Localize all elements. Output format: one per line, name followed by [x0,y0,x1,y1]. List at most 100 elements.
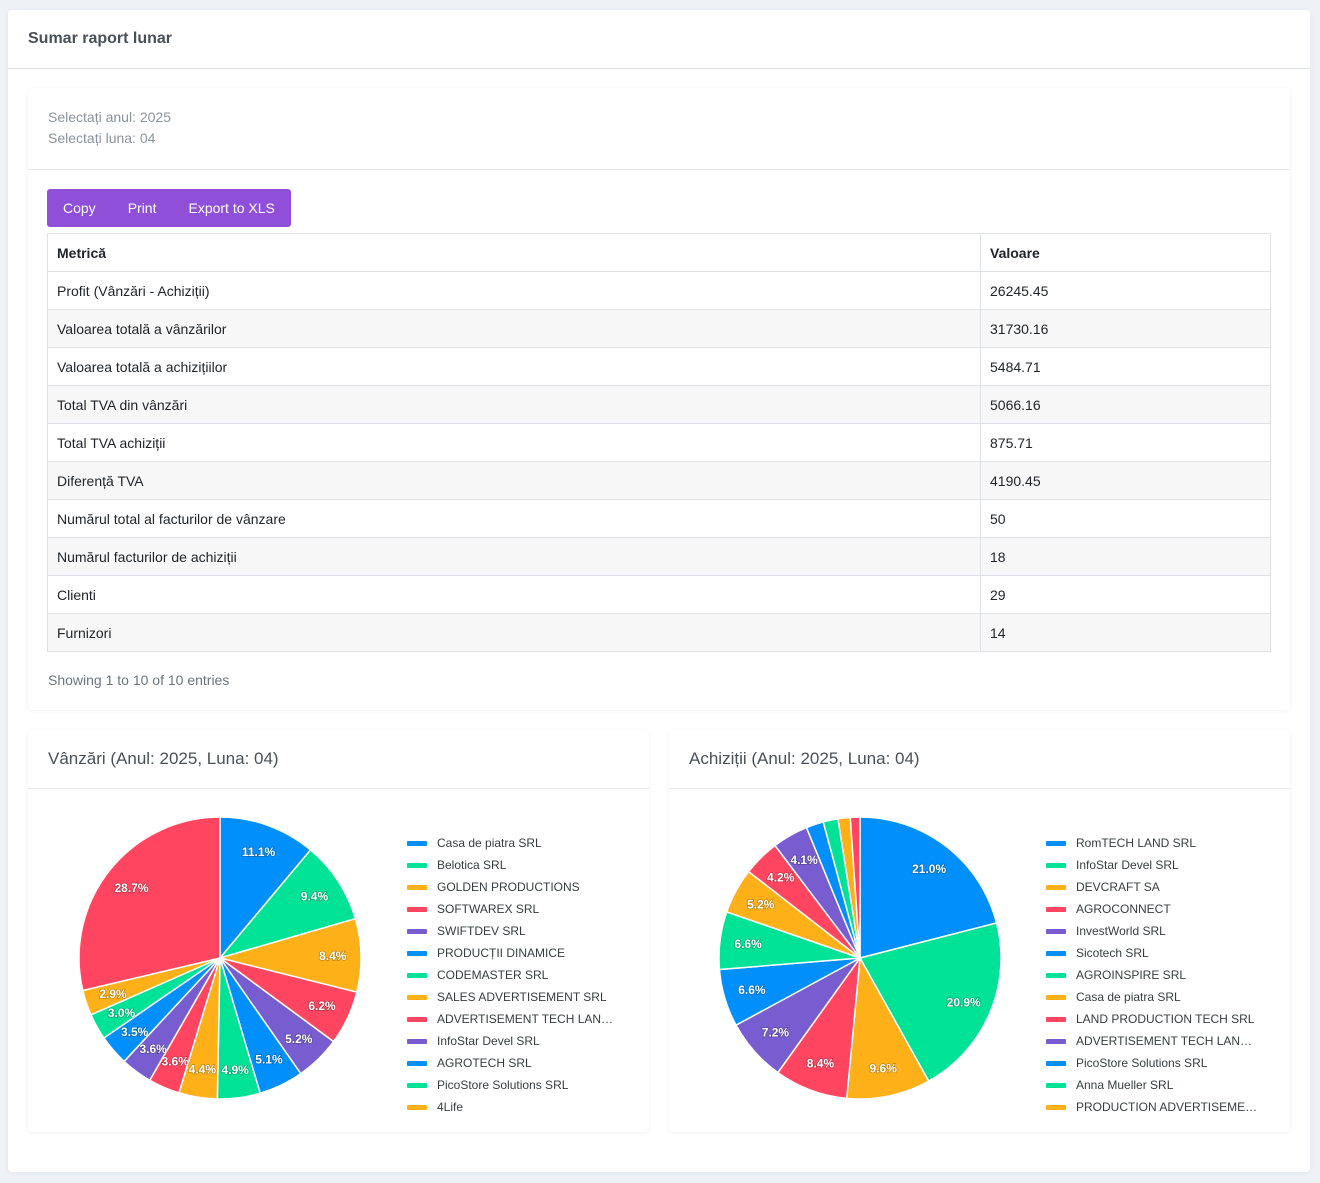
legend-marker [407,1039,427,1044]
legend-marker [407,907,427,912]
legend-label: Belotica SRL [437,858,507,872]
legend-marker [1046,1017,1066,1022]
table-cell: Diferență TVA [47,461,981,500]
legend-label: Anna Mueller SRL [1076,1078,1174,1092]
legend-label: Casa de piatra SRL [437,836,542,850]
pie-slice [78,816,221,992]
legend-label: Sicotech SRL [1076,946,1149,960]
table-cell: Total TVA din vânzări [47,385,981,424]
legend-marker [1046,1061,1066,1066]
table-cell: 4190.45 [980,461,1271,500]
export-button[interactable]: Export to XLS [188,200,275,216]
legend-marker [1046,863,1066,868]
table-cell: 14 [980,613,1271,652]
legend-label: SOFTWAREX SRL [437,902,540,916]
slice-label: 6.6% [734,937,762,951]
slice-label: 5.1% [255,1053,283,1067]
table-cell: 50 [980,499,1271,538]
table-cell: 18 [980,537,1271,576]
table-row: Numărul facturilor de achiziții 18 [47,537,1271,576]
legend-label: ADVERTISEMENT TECH LAN… [1076,1034,1252,1048]
legend-label: InvestWorld SRL [1076,924,1166,938]
legend-marker [1046,973,1066,978]
slice-label: 3.6% [162,1055,190,1069]
legend-marker [407,841,427,846]
legend-label: GOLDEN PRODUCTIONS [437,880,580,894]
pie-slice [219,816,312,961]
slice-label: 5.2% [747,897,775,911]
print-button[interactable]: Print [127,200,157,216]
header-cell[interactable]: Metrică [47,233,981,272]
legend-label: DEVCRAFT SA [1076,880,1160,894]
month-filter[interactable]: Selectați luna: 04 [48,130,156,146]
legend-label: SALES ADVERTISEMENT SRL [437,990,607,1004]
table-row: Total TVA achiziții 875.71 [47,423,1271,462]
legend-label: AGROCONNECT [1076,902,1171,916]
divider [669,788,1290,789]
slice-label: 3.0% [108,1006,136,1020]
divider [8,68,1310,69]
legend-marker [407,995,427,1000]
legend-marker [1046,951,1066,956]
legend-label: Casa de piatra SRL [1076,990,1181,1004]
slice-label: 3.5% [121,1025,149,1039]
legend-label: ADVERTISEMENT TECH LAN… [437,1012,613,1026]
slice-label: 4.4% [189,1062,217,1076]
year-filter[interactable]: Selectați anul: 2025 [48,109,171,125]
legend-marker [407,951,427,956]
table-cell: Numărul facturilor de achiziții [47,537,981,576]
slice-label: 7.2% [762,1026,790,1040]
table-cell: 5066.16 [980,385,1271,424]
table-row: Valoarea totală a vânzărilor 31730.16 [47,309,1271,348]
table-cell: Furnizori [47,613,981,652]
slice-label: 9.4% [301,889,329,903]
slice-label: 5.2% [285,1032,313,1046]
divider [28,169,1290,170]
legend-marker [407,929,427,934]
slice-label: 4.1% [790,853,818,867]
slice-label: 21.0% [912,862,946,876]
table-cell: 31730.16 [980,309,1271,348]
legend-marker [1046,929,1066,934]
legend-label: InfoStar Devel SRL [437,1034,540,1048]
header-cell[interactable]: Valoare [980,233,1271,272]
legend-label: AGROINSPIRE SRL [1076,968,1186,982]
legend-label: InfoStar Devel SRL [1076,858,1179,872]
legend-label: PicoStore Solutions SRL [1076,1056,1208,1070]
legend-marker [1046,1105,1066,1110]
chart-title: Achiziții (Anul: 2025, Luna: 04) [689,749,920,768]
pie-slice [859,816,998,959]
slice-label: 2.9% [99,987,127,1001]
chart-title: Vânzări (Anul: 2025, Luna: 04) [48,749,279,768]
legend-marker [1046,885,1066,890]
legend-label: PicoStore Solutions SRL [437,1078,569,1092]
legend-marker [407,1017,427,1022]
slice-label: 9.6% [870,1061,898,1075]
table-cell: Valoarea totală a achizițiilor [47,347,981,386]
legend-marker [407,1061,427,1066]
legend-marker [407,885,427,890]
copy-button[interactable]: Copy [63,200,96,216]
slice-label: 6.2% [308,999,336,1013]
legend-label: PRODUCTION ADVERTISEME… [1076,1100,1257,1114]
divider [28,788,649,789]
table-cell: 5484.71 [980,347,1271,386]
table-cell: Total TVA achiziții [47,423,981,462]
table-cell: 26245.45 [980,271,1271,310]
slice-label: 28.7% [115,881,149,895]
table-row: Diferență TVA 4190.45 [47,461,1271,500]
table-row: Total TVA din vânzări 5066.16 [47,385,1271,424]
slice-label: 4.2% [767,871,795,885]
pie-slice [845,955,930,1100]
page-title: Sumar raport lunar [28,30,173,47]
table-row: Profit (Vânzări - Achiziții) 26245.45 [47,271,1271,310]
legend-label: SWIFTDEV SRL [437,924,526,938]
table-row: Furnizori 14 [47,613,1271,652]
legend-label: PRODUCȚII DINAMICE [437,946,565,960]
legend-marker [1046,907,1066,912]
slice-label: 20.9% [947,995,981,1009]
button-group: Copy Print Export to XLS [47,189,291,227]
table-cell: Valoarea totală a vânzărilor [47,309,981,348]
